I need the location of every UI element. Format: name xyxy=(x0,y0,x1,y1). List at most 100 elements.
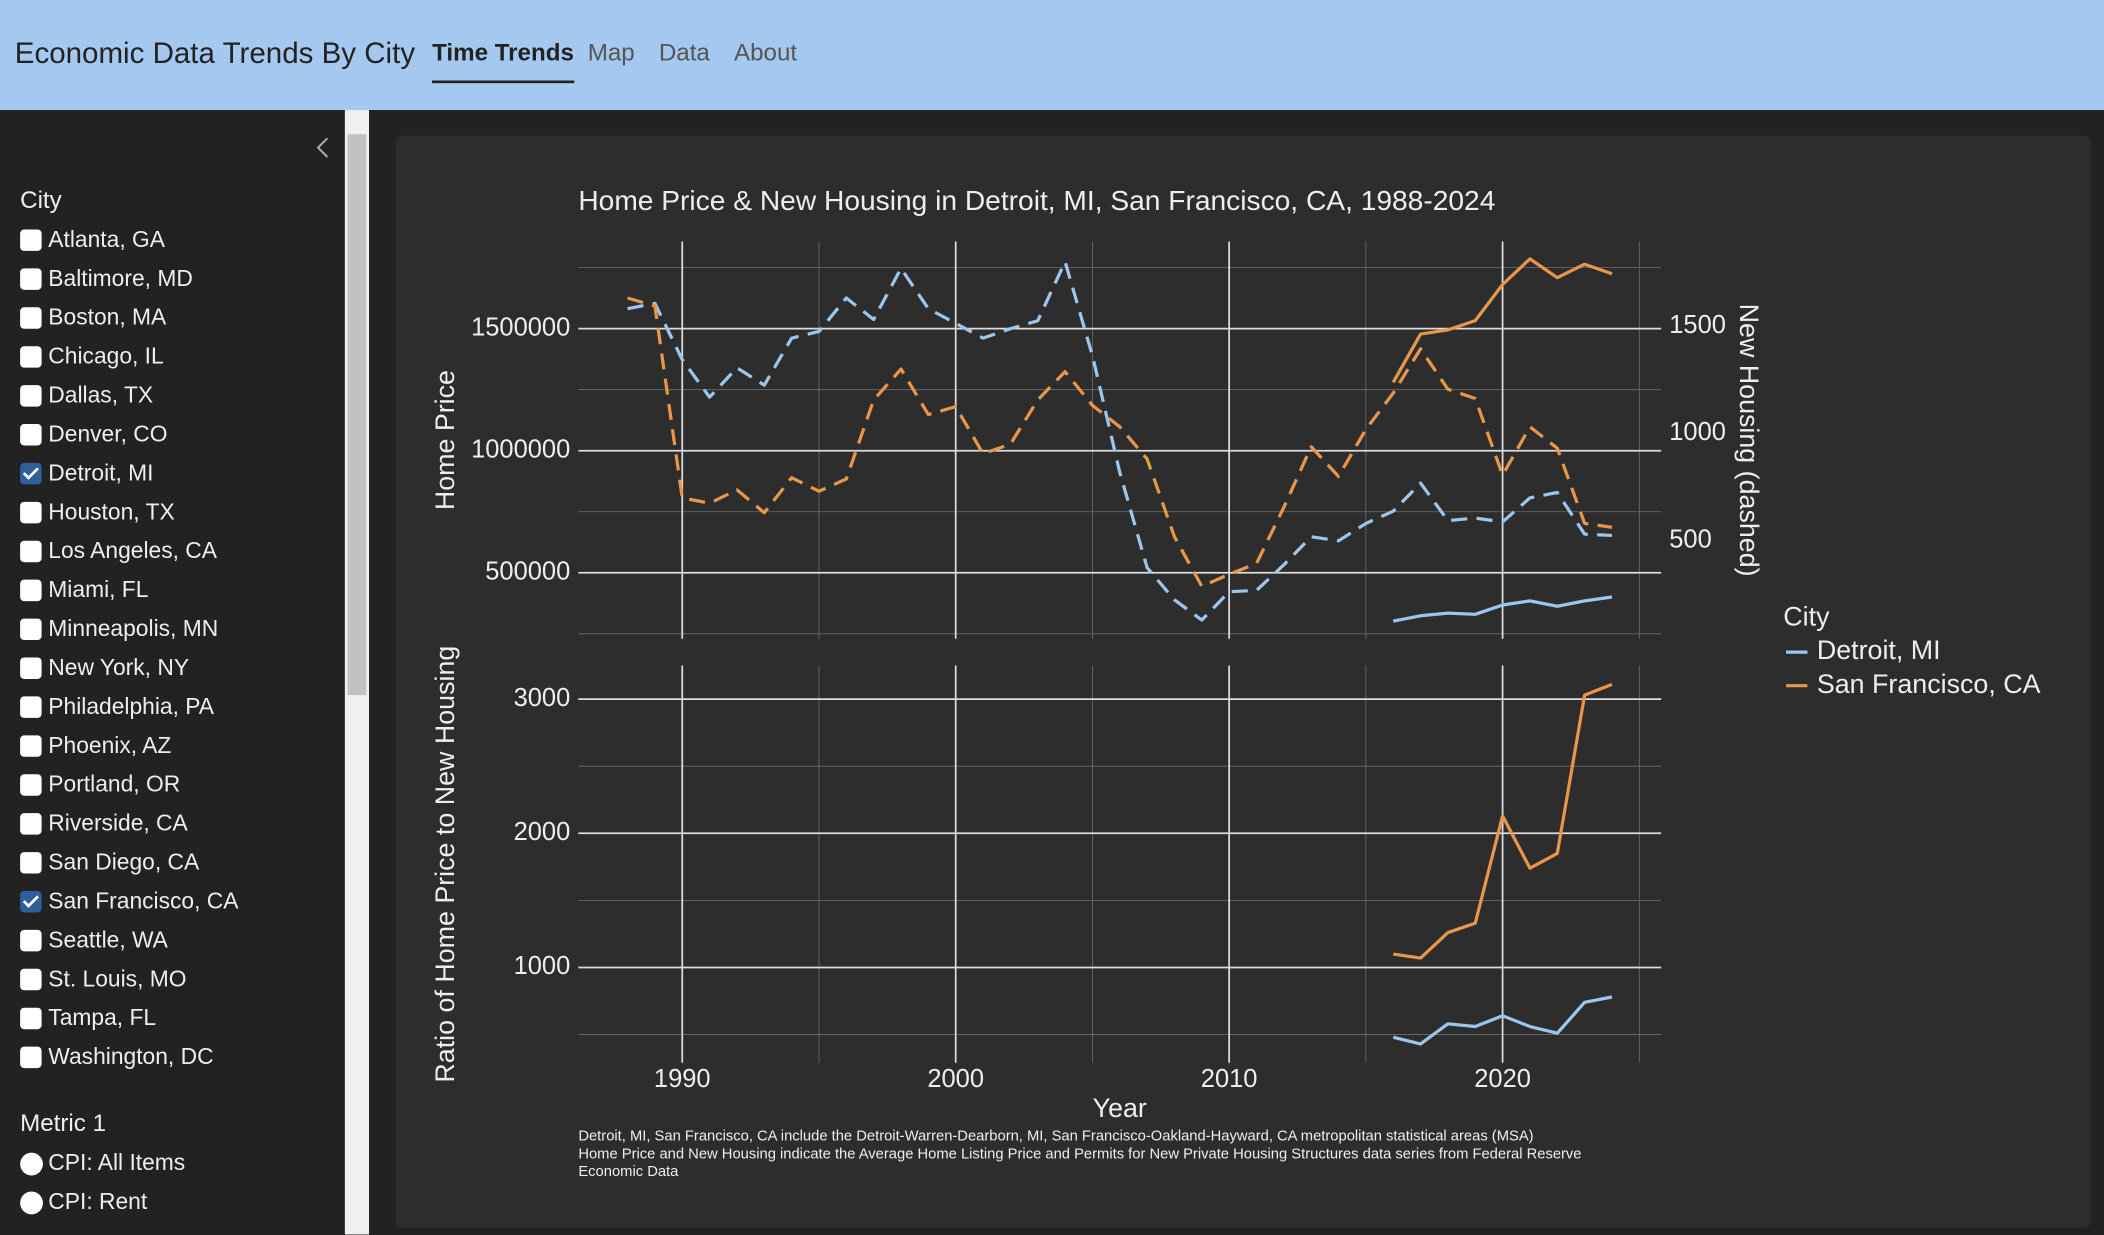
checkbox[interactable] xyxy=(20,929,42,952)
city-name: San Francisco, CA xyxy=(48,888,239,914)
checkbox[interactable] xyxy=(20,1007,42,1030)
city-option[interactable]: Dallas, TX xyxy=(20,382,153,409)
checkbox[interactable] xyxy=(20,385,42,407)
city-option[interactable]: Philadelphia, PA xyxy=(20,694,214,721)
checkbox[interactable] xyxy=(20,229,42,251)
y2-tick-label: 1000 xyxy=(1669,418,1726,446)
legend-label: Detroit, MI xyxy=(1817,635,1941,665)
caption: Detroit, MI, San Francisco, CA include t… xyxy=(578,1128,1533,1144)
city-name: San Diego, CA xyxy=(48,849,200,875)
city-option[interactable]: St. Louis, MO xyxy=(20,966,186,993)
y-tick-label: 2000 xyxy=(514,818,571,846)
checkbox[interactable] xyxy=(20,890,42,913)
header: Economic Data Trends By City Time Trends… xyxy=(0,0,2104,111)
city-name: Dallas, TX xyxy=(48,382,154,408)
city-option[interactable]: Houston, TX xyxy=(20,499,175,526)
nav-item[interactable]: Data xyxy=(658,38,710,66)
metric-option[interactable]: CPI: Rent xyxy=(20,1189,147,1216)
city-name: Denver, CO xyxy=(48,421,168,447)
city-option[interactable]: New York, NY xyxy=(20,655,189,682)
city-option[interactable]: Portland, OR xyxy=(20,772,180,799)
city-name: Chicago, IL xyxy=(48,343,164,370)
line-series xyxy=(1391,257,1613,384)
radio[interactable] xyxy=(20,1151,43,1175)
city-option[interactable]: Miami, FL xyxy=(20,577,148,604)
checkbox[interactable] xyxy=(20,968,42,991)
x-tick-label: 2010 xyxy=(1201,1065,1258,1093)
city-name: Boston, MA xyxy=(48,304,167,331)
city-option[interactable]: San Diego, CA xyxy=(20,849,199,876)
city-name: Miami, FL xyxy=(48,576,149,603)
city-option[interactable]: Seattle, WA xyxy=(20,927,168,954)
checkbox[interactable] xyxy=(20,774,42,796)
checkbox[interactable] xyxy=(20,346,42,368)
city-option[interactable]: Boston, MA xyxy=(20,305,166,332)
x-tick-label: 2020 xyxy=(1474,1065,1531,1093)
y2-tick-label: 1500 xyxy=(1669,311,1726,339)
city-option[interactable]: Washington, DC xyxy=(20,1044,214,1071)
metric-name: CPI: Rent xyxy=(48,1188,148,1215)
checkbox[interactable] xyxy=(20,657,42,679)
nav-item[interactable]: Time Trends xyxy=(432,39,574,84)
radio[interactable] xyxy=(20,1190,43,1214)
checkbox[interactable] xyxy=(20,735,42,757)
y-tick-label: 1000 xyxy=(514,952,571,980)
y-axis-label: Ratio of Home Price to New Housing xyxy=(430,646,460,1083)
city-name: Philadelphia, PA xyxy=(48,693,215,720)
city-option[interactable]: Minneapolis, MN xyxy=(20,616,218,643)
checkbox[interactable] xyxy=(20,852,42,874)
scroll-thumb[interactable] xyxy=(347,134,367,696)
city-option[interactable]: Detroit, MI xyxy=(20,460,154,487)
checkbox[interactable] xyxy=(20,579,42,602)
city-option[interactable]: San Francisco, CA xyxy=(20,888,238,915)
city-name: Minneapolis, MN xyxy=(48,615,219,642)
checkbox[interactable] xyxy=(20,696,42,718)
collapse-button[interactable] xyxy=(310,134,337,161)
line-series xyxy=(1392,595,1613,623)
city-option[interactable]: Tampa, FL xyxy=(20,1005,156,1032)
checkbox[interactable] xyxy=(20,618,42,641)
checkbox[interactable] xyxy=(20,540,42,563)
city-option[interactable]: Phoenix, AZ xyxy=(20,733,171,760)
city-option[interactable]: Riverside, CA xyxy=(20,810,188,837)
city-option[interactable]: Atlanta, GA xyxy=(20,227,165,254)
legend-title: City xyxy=(1783,602,1830,632)
city-name: Tampa, FL xyxy=(48,1005,157,1031)
city-option[interactable]: Los Angeles, CA xyxy=(20,538,217,565)
sidebar: City Atlanta, GA Baltimore, MD Boston, MA Ch… xyxy=(0,110,345,1235)
city-name: Portland, OR xyxy=(48,771,181,798)
chart-title: Home Price & New Housing in Detroit, MI,… xyxy=(578,184,1495,216)
x-tick-label: 1990 xyxy=(654,1065,711,1093)
caption: Economic Data xyxy=(578,1164,679,1180)
city-option[interactable]: Denver, CO xyxy=(20,421,167,448)
x-tick-label: 2000 xyxy=(927,1065,984,1093)
y-axis-label: Home Price xyxy=(430,370,460,510)
city-name: Houston, TX xyxy=(48,499,175,525)
checkbox[interactable] xyxy=(20,424,42,446)
site-title: Economic Data Trends By City xyxy=(14,36,416,70)
y-tick-label: 500000 xyxy=(485,558,570,586)
nav-item[interactable]: Map xyxy=(587,38,635,66)
checkbox[interactable] xyxy=(20,307,42,329)
city-name: Baltimore, MD xyxy=(48,265,193,292)
x-axis-label: Year xyxy=(1093,1093,1147,1123)
line-series xyxy=(627,260,1613,622)
y2-axis-label: New Housing (dashed) xyxy=(1734,304,1764,577)
city-option[interactable]: Baltimore, MD xyxy=(20,266,193,293)
metric-option[interactable]: CPI: All Items xyxy=(20,1150,185,1177)
checkbox[interactable] xyxy=(20,1046,42,1069)
scrollbar[interactable] xyxy=(344,110,370,1235)
city-option[interactable]: Chicago, IL xyxy=(20,344,164,371)
checkbox[interactable] xyxy=(20,501,42,524)
checkbox[interactable] xyxy=(20,462,42,485)
checkbox[interactable] xyxy=(20,268,42,290)
caption: Home Price and New Housing indicate the … xyxy=(578,1146,1581,1162)
checkbox[interactable] xyxy=(20,813,42,835)
city-name: New York, NY xyxy=(48,654,190,681)
city-name: Los Angeles, CA xyxy=(48,538,217,564)
nav-item[interactable]: About xyxy=(733,38,798,66)
city-label: City xyxy=(20,186,62,214)
y-tick-label: 1000000 xyxy=(471,435,570,463)
